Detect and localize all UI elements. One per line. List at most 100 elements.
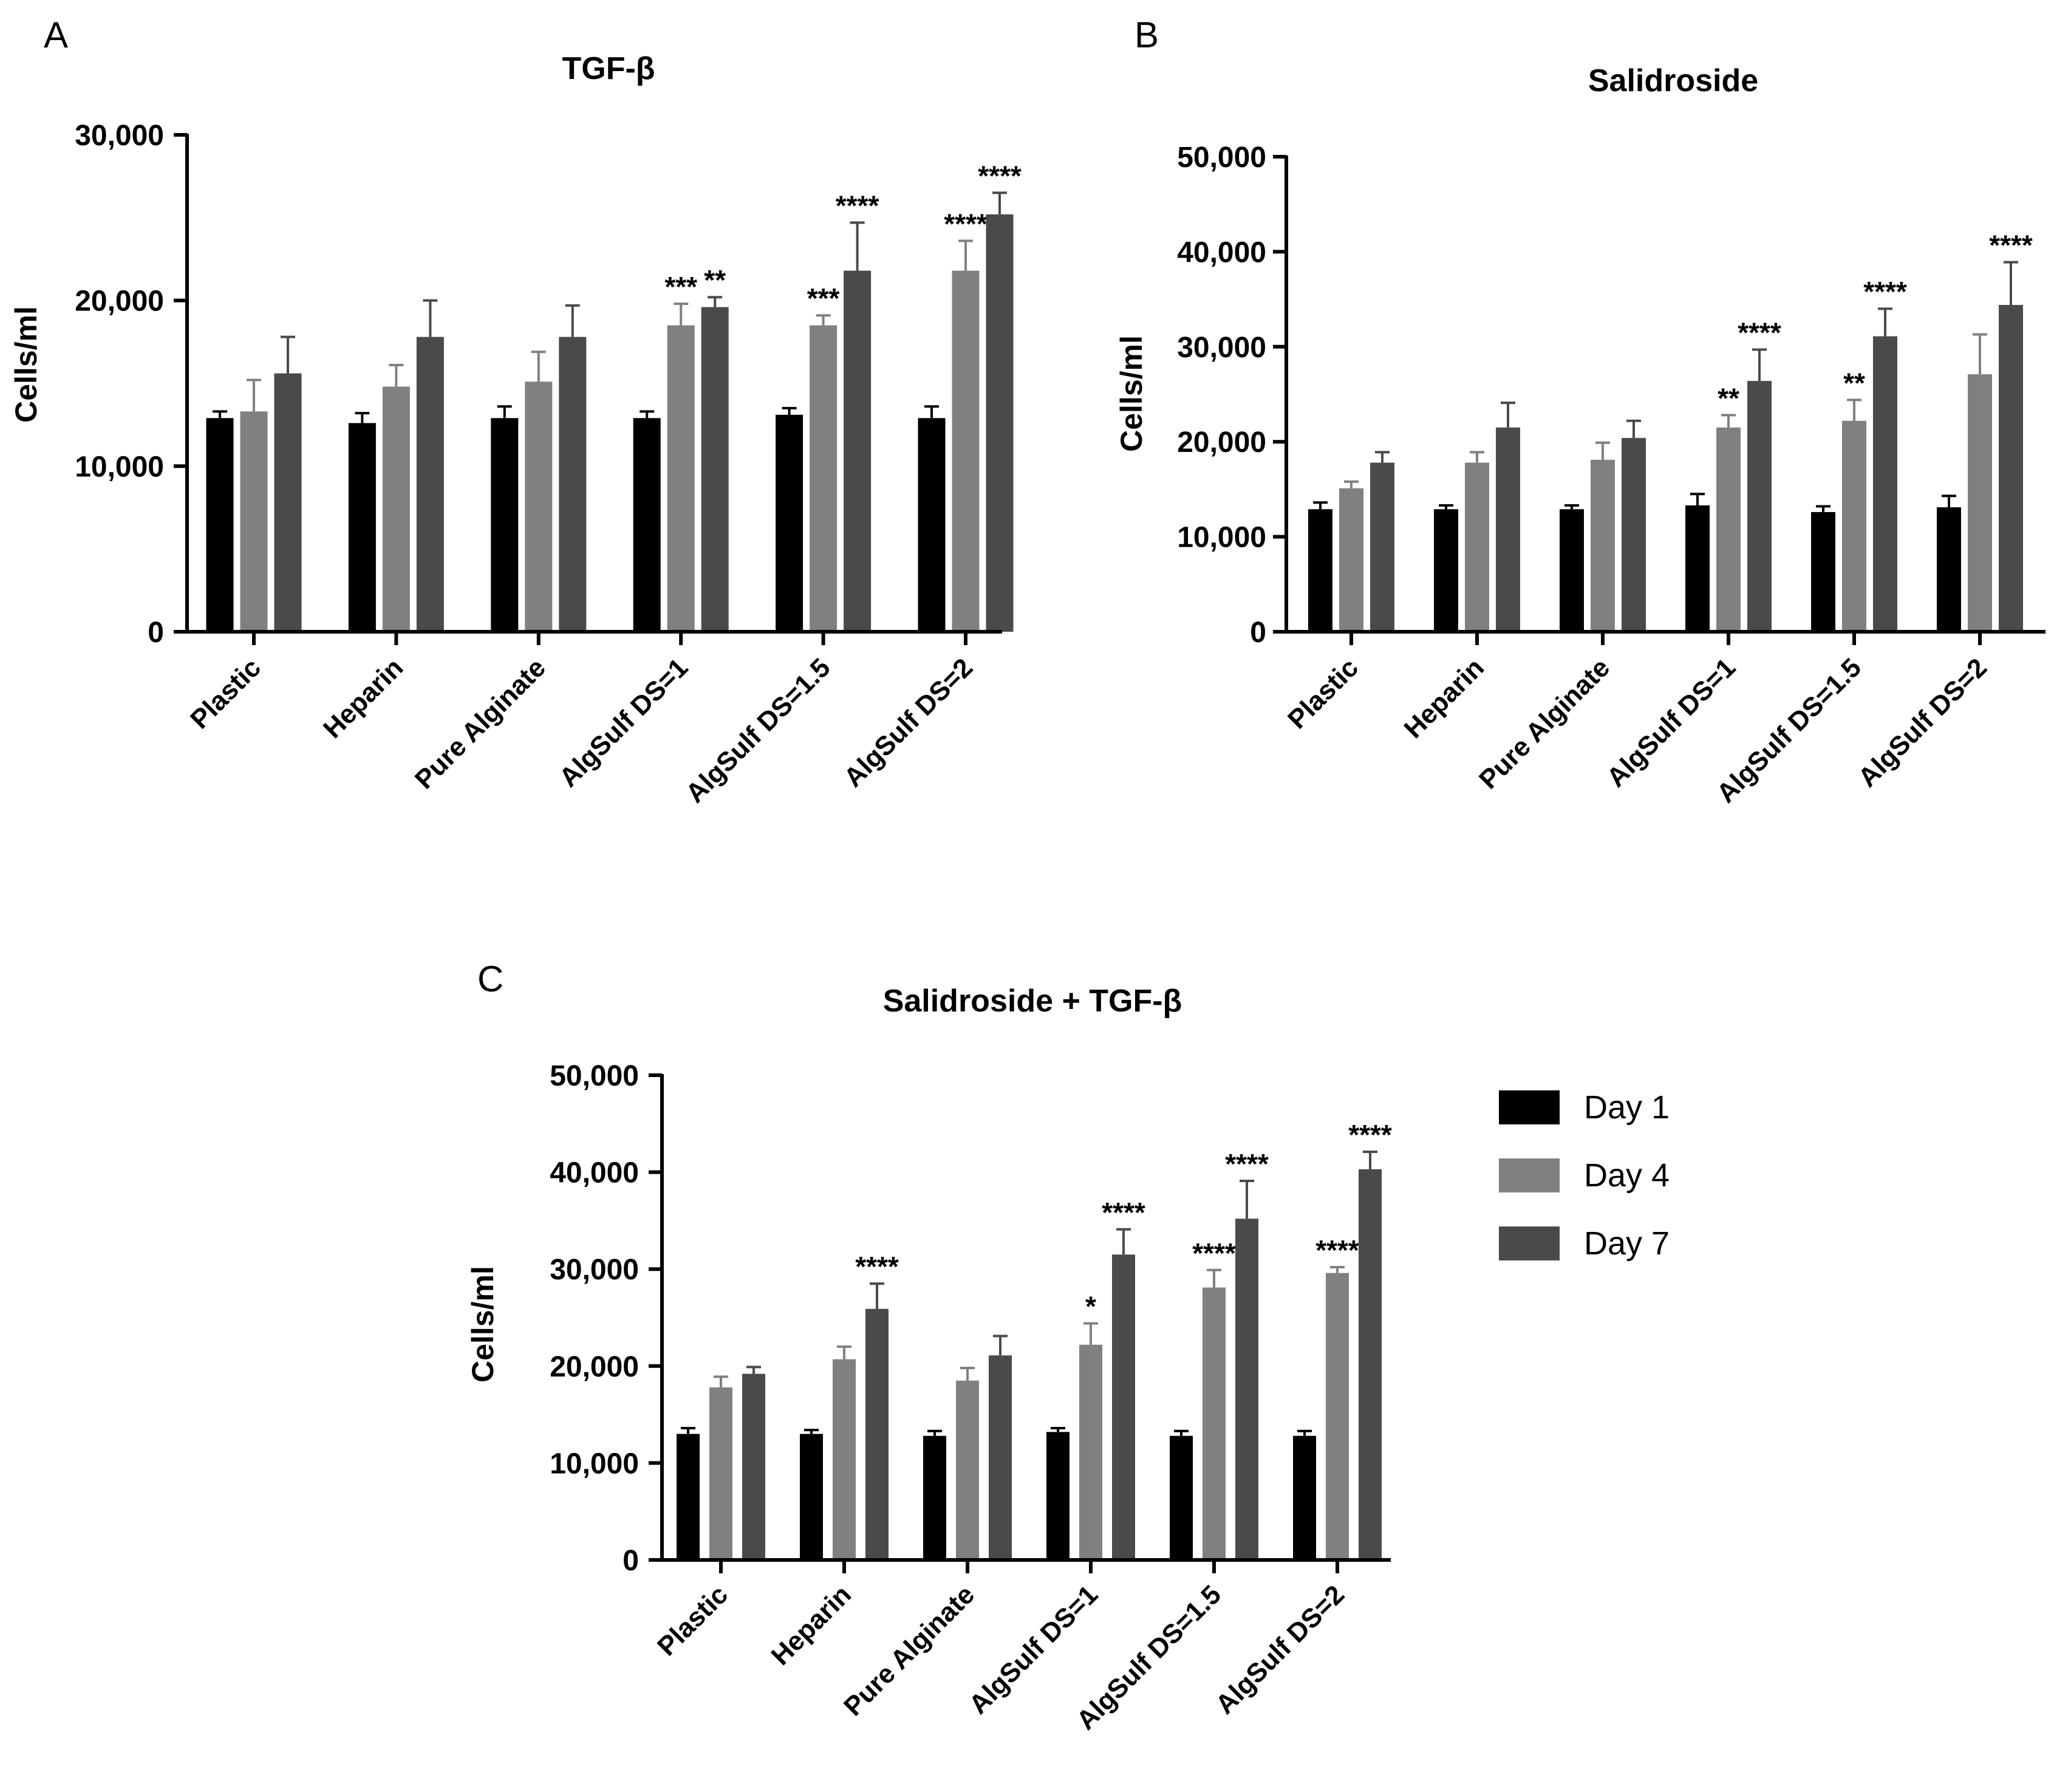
legend: Day 1 Day 4 Day 7 [1499,1089,1670,1262]
panel-c-category-label-5: AlgSulf DS=2 [1210,1579,1350,1720]
panel-c-bar-day7-3 [1112,1254,1135,1560]
panel-a-y-tick-label-1: 10,000 [75,451,164,483]
panel-c-bar-day4-2 [956,1380,979,1560]
panel-b-bar-day1-3 [1685,505,1710,632]
panel-c-significance-day7-4: **** [1225,1148,1269,1180]
legend-label-day1: Day 1 [1584,1089,1670,1126]
panel-a-plot: *** *****************010,00020,00030,000P… [75,120,1022,809]
panel-c-title: Salidroside + TGF-β [883,983,1182,1019]
panel-c-significance-day7-3: **** [1102,1197,1145,1228]
panel-a-category-label-2: Pure Alginate [409,652,551,795]
panel-b-bar-day4-0 [1339,488,1363,632]
panel-c-category-label-3: AlgSulf DS=1 [963,1579,1104,1720]
panel-b-significance-day7-4: **** [1863,276,1907,307]
panel-b-bar-day7-2 [1622,437,1646,632]
panel-c-y-tick-label-3: 30,000 [550,1254,639,1286]
panel-c-significance-day4-4: **** [1192,1237,1236,1269]
panel-c-bar-day1-5 [1293,1435,1316,1560]
panel-b-bar-day1-2 [1560,509,1584,632]
panel-a-y-tick-label-3: 30,000 [75,120,164,152]
panel-c-category-label-2: Pure Alginate [838,1579,980,1722]
panel-a-significance-day4-5: **** [944,208,988,240]
panel-a-bar-day4-4 [810,325,838,632]
panel-b-y-tick-label-1: 10,000 [1177,522,1266,554]
panel-b-significance-day4-3: ** [1718,382,1739,414]
panel-b-category-label-0: Plastic [1282,652,1364,734]
panel-c-bar-day4-0 [709,1387,732,1560]
panel-a-category-label-4: AlgSulf DS=1.5 [680,652,836,809]
panel-a-bar-day4-5 [952,270,980,632]
legend-swatch-day1 [1499,1090,1560,1124]
panel-b-bar-day7-3 [1747,381,1772,632]
panel-a-category-label-0: Plastic [185,652,267,734]
panel-a-y-tick-label-0: 0 [148,617,164,649]
panel-a-y-tick-label-2: 20,000 [75,286,164,318]
panel-c-bar-day7-2 [989,1355,1012,1560]
panel-b-bar-day1-0 [1308,509,1332,632]
panel-a-bar-day7-0 [274,373,302,632]
legend-swatch-day4 [1499,1158,1560,1192]
panel-c-y-tick-label-1: 10,000 [550,1448,639,1480]
panel-a-bar-day7-5 [986,214,1014,632]
panel-c-plot: ***** ********************010,00020,00030… [550,1060,1392,1736]
panel-c-significance-day7-1: **** [855,1251,899,1282]
panel-a-bar-day1-3 [633,418,661,632]
panel-a-category-label-3: AlgSulf DS=1 [553,652,694,793]
panel-b-bar-day1-1 [1434,509,1458,632]
panel-b-y-tick-label-2: 20,000 [1177,426,1266,459]
panel-a-title: TGF-β [562,51,655,86]
panel-b-bar-day4-2 [1591,459,1615,632]
panel-c-bar-day7-0 [742,1373,765,1560]
panel-a-category-label-5: AlgSulf DS=2 [838,652,978,793]
panel-b-significance-day7-5: **** [1989,230,2033,261]
panel-b-category-label-5: AlgSulf DS=2 [1852,652,1993,793]
panel-a-bar-day4-2 [525,381,553,632]
panel-b-bar-day4-5 [1968,374,1992,632]
panel-b-y-tick-label-5: 50,000 [1177,142,1266,174]
panel-b-bar-day4-4 [1842,420,1866,632]
panel-a-bar-day1-0 [206,418,234,632]
panel-c-y-tick-label-2: 20,000 [550,1351,639,1383]
panel-a-y-axis-label: Cells/ml [9,306,43,423]
panel-c-bar-day1-0 [677,1434,700,1560]
panel-b-y-tick-label-0: 0 [1250,617,1266,649]
panel-b-y-axis-label: Cells/ml [1114,335,1148,452]
panel-b-letter: B [1134,15,1159,55]
panel-a-bar-day4-3 [667,325,695,632]
panel-a-bar-day1-5 [918,418,946,632]
panel-c-category-label-0: Plastic [652,1579,734,1661]
panel-c-y-tick-label-0: 0 [623,1545,639,1577]
panel-b-y-tick-label-4: 40,000 [1177,236,1266,268]
panel-b-bar-day7-1 [1496,427,1520,632]
panel-a-significance-day7-5: **** [978,160,1022,191]
panel-b-y-tick-label-3: 30,000 [1177,332,1266,364]
panel-a-category-label-1: Heparin [318,652,409,744]
panel-b: B Salidroside Cells/ml ** **************0… [1114,15,2045,809]
panel-b-title: Salidroside [1588,63,1758,98]
panel-a-bar-day7-2 [559,337,587,632]
panel-b-significance-day7-3: **** [1738,316,1781,348]
panel-c-significance-day7-5: **** [1348,1119,1392,1151]
panel-c-letter: C [477,959,503,999]
panel-a-significance-day4-3: *** [664,271,697,303]
legend-label-day7: Day 7 [1584,1225,1670,1262]
panel-c-bar-day4-3 [1079,1344,1102,1560]
panel-c-bar-day1-2 [923,1435,946,1560]
panel-b-bar-day7-0 [1370,462,1394,632]
panel-a-significance-day4-4: *** [807,282,840,314]
legend-label-day4: Day 4 [1584,1157,1670,1194]
panel-c-significance-day4-3: * [1085,1291,1096,1322]
panel-a-significance-day7-4: **** [836,190,879,222]
panel-c-bar-day4-4 [1203,1287,1226,1560]
panel-b-bar-day4-1 [1465,462,1489,632]
panel-a-bar-day1-1 [348,423,376,632]
panel-a-significance-day7-3: ** [704,264,726,296]
panel-a-letter: A [44,15,68,55]
panel-a-bar-day4-0 [240,411,268,632]
panel-b-bar-day7-5 [1999,304,2023,632]
panel-c-bar-day7-4 [1235,1219,1258,1560]
panel-a-bar-day7-3 [701,307,729,632]
panel-b-category-label-1: Heparin [1399,652,1490,744]
panel-c-bar-day7-1 [865,1308,889,1560]
